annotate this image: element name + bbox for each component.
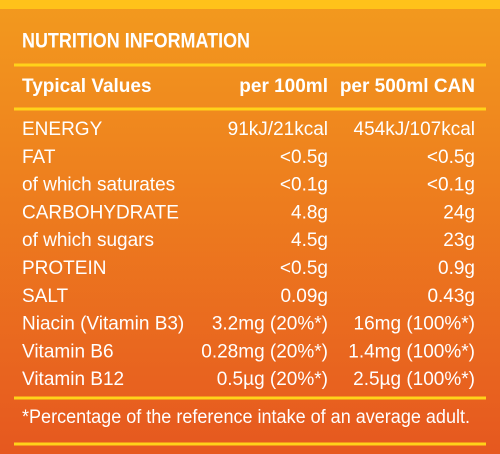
row-label: ENERGY — [22, 119, 103, 140]
cell: <0.5g — [280, 147, 328, 168]
cell: 2.5µg (100%*) — [353, 369, 475, 390]
cell: 16mg (100%*) — [354, 314, 475, 335]
cell: 0.5µg (20%*) — [217, 369, 328, 390]
cell: <0.1g — [427, 175, 475, 196]
header-cell: per 100ml — [239, 76, 328, 97]
cell: 24g — [443, 202, 475, 223]
cell: 4.8g — [291, 202, 328, 223]
cell: <0.5g — [427, 147, 475, 168]
cell: 0.28mg (20%*) — [201, 341, 328, 362]
row-label: Niacin (Vitamin B3) — [22, 314, 184, 335]
footnote: *Percentage of the reference intake of a… — [22, 407, 470, 428]
cell: 23g — [443, 230, 475, 251]
row-label: PROTEIN — [22, 258, 106, 279]
header-cell: Typical Values — [22, 76, 152, 97]
cell: 3.2mg (20%*) — [212, 314, 328, 335]
row-label: SALT — [22, 286, 69, 307]
row-label: CARBOHYDRATE — [22, 202, 179, 223]
row-label: of which sugars — [22, 230, 154, 251]
title: NUTRITION INFORMATION — [22, 30, 250, 53]
row-label: Vitamin B12 — [22, 369, 124, 390]
cell: <0.5g — [280, 258, 328, 279]
table: Typical Values per 100ml per 500ml CAN ENER… — [22, 76, 475, 390]
cell: 454kJ/107kcal — [354, 119, 475, 140]
row-label: of which saturates — [22, 175, 175, 196]
cell: 1.4mg (100%*) — [348, 341, 475, 362]
cell: 0.9g — [438, 258, 475, 279]
cell: 4.5g — [291, 230, 328, 251]
cell: <0.1g — [280, 175, 328, 196]
cell: 91kJ/21kcal — [228, 119, 328, 140]
cell: 0.43g — [427, 286, 475, 307]
header-cell: per 500ml CAN — [340, 76, 475, 97]
cell: 0.09g — [280, 286, 328, 307]
top-band — [0, 0, 500, 9]
row-label: Vitamin B6 — [22, 341, 114, 362]
row-label: FAT — [22, 147, 56, 168]
